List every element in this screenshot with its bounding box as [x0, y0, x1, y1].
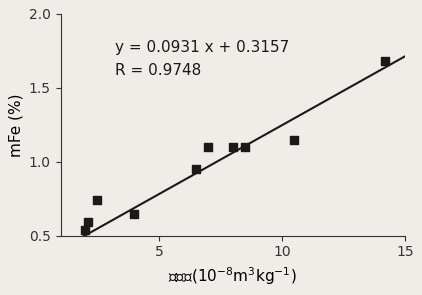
Point: [205, 145, 211, 149]
Point: [291, 137, 298, 142]
Point: [131, 211, 138, 216]
Text: R = 0.9748: R = 0.9748: [115, 63, 201, 78]
Point: [242, 145, 249, 149]
Y-axis label: mFe (%): mFe (%): [8, 93, 23, 157]
Point: [94, 198, 101, 203]
Point: [192, 167, 199, 171]
Point: [82, 227, 89, 232]
Point: [84, 220, 91, 225]
Point: [382, 59, 389, 63]
Text: y = 0.0931 x + 0.3157: y = 0.0931 x + 0.3157: [115, 40, 289, 55]
Point: [229, 145, 236, 149]
X-axis label: 磁化率$\mathregular{(10^{-8}m^{3}kg^{-1})}$: 磁化率$\mathregular{(10^{-8}m^{3}kg^{-1})}$: [168, 265, 297, 287]
